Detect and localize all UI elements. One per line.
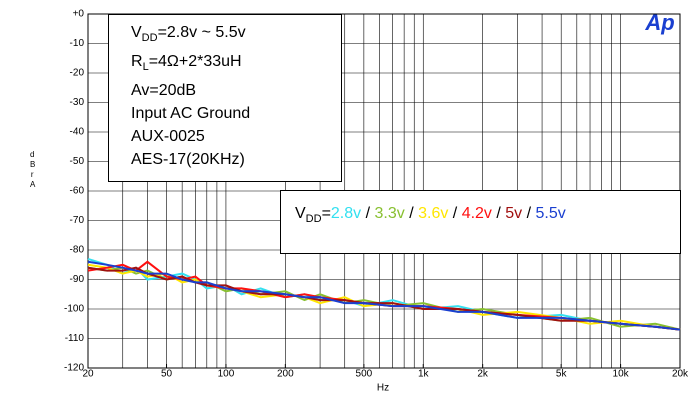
x-tick-label: 20 xyxy=(82,369,94,380)
legend-separator: / xyxy=(404,205,419,222)
y-tick-label: -110 xyxy=(65,333,85,344)
annotation-box: VDD=2.8v ~ 5.5v RL=4Ω+2*33uH Av=20dB Input … xyxy=(108,14,342,182)
legend-entry: 2.8v xyxy=(330,205,362,222)
y-tick-label: -90 xyxy=(70,274,85,285)
y-axis-label: dBr A xyxy=(30,150,36,189)
x-tick-label: 100 xyxy=(218,369,235,380)
legend-entry: 3.6v xyxy=(418,205,449,222)
legend-separator: / xyxy=(491,205,506,222)
legend-entry: 5.5v xyxy=(535,205,566,222)
annotation-line: AES-17(20KHz) xyxy=(131,148,341,171)
annotation-text: Av=20dB xyxy=(131,82,197,99)
annotation-text: =2.8v ~ 5.5v xyxy=(157,24,246,41)
annotation-text: Input AC Ground xyxy=(131,105,251,122)
legend-entry: 5v xyxy=(505,205,523,222)
annotation-text: =4Ω+2*33uH xyxy=(148,53,242,70)
x-tick-label: 1k xyxy=(418,369,430,380)
x-tick-label: 10k xyxy=(613,369,630,380)
legend-separator: / xyxy=(522,205,536,222)
y-tick-label: -20 xyxy=(70,68,85,79)
x-tick-label: 5k xyxy=(556,369,568,380)
annotation-text: V xyxy=(131,24,142,41)
y-tick-label: +0 xyxy=(73,9,85,20)
y-tick-label: -50 xyxy=(70,156,85,167)
y-tick-label: -70 xyxy=(70,215,85,226)
x-tick-label: 2k xyxy=(477,369,489,380)
legend-entry: 3.3v xyxy=(374,205,405,222)
y-tick-label: -120 xyxy=(64,363,84,374)
x-tick-label: 50 xyxy=(161,369,173,380)
annotation-line: RL=4Ω+2*33uH xyxy=(131,50,341,79)
y-tick-label: -30 xyxy=(70,97,85,108)
annotation-line: AUX-0025 xyxy=(131,125,341,148)
y-tick-label: -10 xyxy=(70,38,85,49)
series-line xyxy=(87,260,681,331)
series-line xyxy=(87,260,681,331)
y-tick-label: -100 xyxy=(64,304,84,315)
x-tick-label: 500 xyxy=(356,369,373,380)
legend-prefix: = xyxy=(321,205,331,222)
legend: VDD=2.8v / 3.3v / 3.6v / 4.2v / 5v / 5.5… xyxy=(280,190,681,254)
annotation-line: Av=20dB xyxy=(131,79,341,102)
legend-prefix: DD xyxy=(305,213,322,225)
annotation-text: R xyxy=(131,53,143,70)
y-tick-label: -60 xyxy=(70,186,85,197)
annotation-text: AUX-0025 xyxy=(131,128,205,145)
y-tick-label: -40 xyxy=(70,127,85,138)
legend-entry: 4.2v xyxy=(461,205,492,222)
legend-separator: / xyxy=(448,205,462,222)
x-axis-label: Hz xyxy=(377,383,389,394)
subscript: DD xyxy=(141,32,158,44)
x-tick-label: 20k xyxy=(672,369,689,380)
legend-prefix: V xyxy=(295,205,306,222)
x-tick-label: 200 xyxy=(277,369,294,380)
legend-separator: / xyxy=(361,205,375,222)
annotation-line: VDD=2.8v ~ 5.5v xyxy=(131,21,341,50)
annotation-line: Input AC Ground xyxy=(131,102,341,125)
annotation-text: AES-17(20KHz) xyxy=(131,151,245,168)
y-tick-label: -80 xyxy=(70,245,85,256)
subscript: L xyxy=(142,61,149,73)
